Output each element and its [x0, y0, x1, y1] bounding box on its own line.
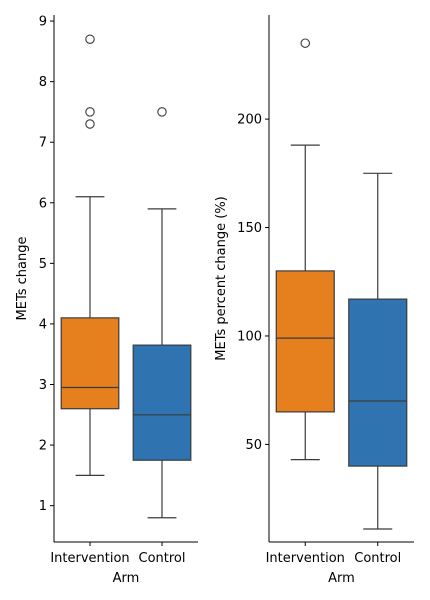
panel-1-y-tick-label: 5 — [39, 257, 47, 272]
panel-1-y-tick-label: 9 — [39, 15, 47, 30]
panel-1-intervention-box — [60, 317, 120, 410]
panel-2-x-tick-label: Control — [354, 551, 401, 566]
panel-1-y-tick-label: 8 — [39, 75, 47, 90]
panel-2-x-tick-label: Intervention — [266, 551, 345, 566]
panel-1-intervention-outlier-1 — [85, 119, 95, 129]
panel-2-y-tick-label: 200 — [237, 113, 262, 128]
panel-2-control-box — [348, 298, 408, 467]
panel-1-y-tick-label: 2 — [39, 439, 47, 454]
panel-1-intervention-outlier-2 — [85, 107, 95, 117]
panel-2-y-tick-label: 150 — [237, 221, 262, 236]
panel-1-y-tick-label: 6 — [39, 196, 47, 211]
panel-2-intervention-box — [275, 270, 335, 413]
panel-2-y-tick-label: 50 — [245, 438, 262, 453]
panel-1-y-tick-label: 3 — [39, 378, 47, 393]
panel-1-x-tick-label: Intervention — [50, 551, 129, 566]
panel-1-y-tick-label: 4 — [39, 317, 47, 332]
panel-1-y-tick-label: 7 — [39, 136, 47, 151]
panel-2-x-axis-label: Arm — [328, 571, 355, 586]
panel-1-x-tick-label: Control — [139, 551, 186, 566]
panel-1-y-axis-label: METs change — [15, 237, 30, 321]
panel-1-intervention-outlier-3 — [85, 34, 95, 44]
panel-1-control-outlier-1 — [157, 107, 167, 117]
panel-2-y-tick-label: 100 — [237, 329, 262, 344]
panel-1-x-axis-label: Arm — [113, 571, 140, 586]
panel-2-intervention-outlier-1 — [300, 38, 310, 48]
panel-1-control-box — [132, 344, 192, 461]
panel-1-y-tick-label: 1 — [39, 499, 47, 514]
panel-2-y-axis-label: METs percent change (%) — [214, 196, 229, 361]
